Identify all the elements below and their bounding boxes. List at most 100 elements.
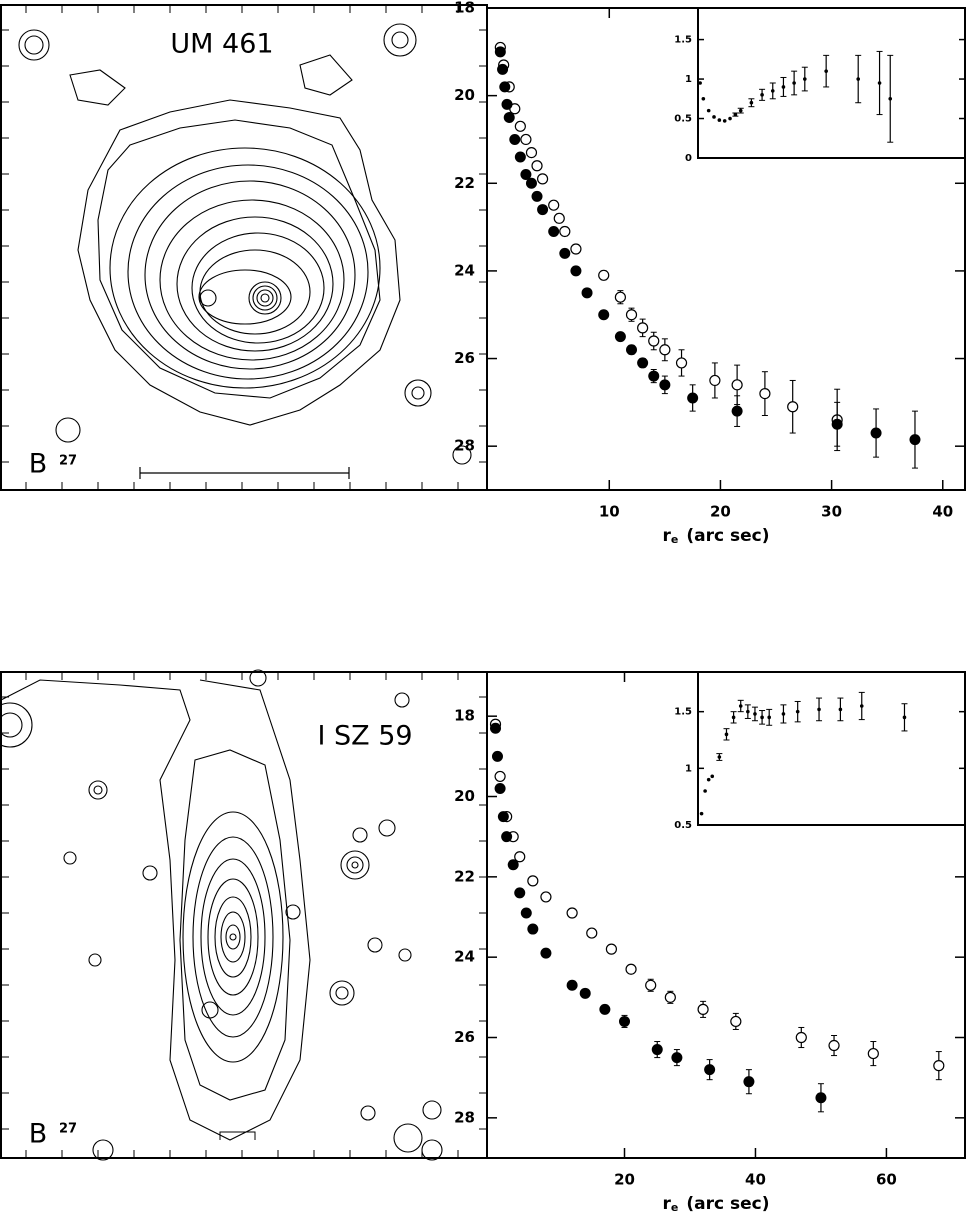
- point: [795, 709, 800, 714]
- point: [731, 379, 743, 391]
- point: [710, 774, 715, 779]
- image-frame: [0, 4, 488, 491]
- contour: [299, 54, 353, 96]
- point: [491, 750, 503, 762]
- point: [614, 291, 626, 303]
- point: [507, 859, 519, 871]
- contour: [201, 1001, 219, 1019]
- level-label: 27: [59, 454, 77, 469]
- contour: [159, 199, 345, 361]
- point: [867, 1047, 879, 1060]
- point: [856, 77, 860, 81]
- point: [619, 1015, 631, 1027]
- point: [520, 133, 532, 146]
- x-tick-label: 60: [876, 1171, 897, 1189]
- point: [548, 225, 560, 237]
- point: [746, 709, 750, 714]
- point: [671, 1052, 683, 1064]
- contour: [69, 69, 126, 106]
- point: [759, 388, 771, 400]
- point: [648, 335, 660, 347]
- point: [712, 115, 716, 119]
- y-tick-label: 22: [454, 867, 475, 885]
- y-tick-label: 0.5: [674, 114, 692, 125]
- point: [838, 707, 843, 712]
- contour: [176, 216, 334, 352]
- point: [787, 401, 799, 413]
- point: [753, 712, 757, 716]
- contour: [411, 386, 425, 400]
- point: [909, 434, 921, 446]
- y-tick-label: 18: [454, 707, 475, 725]
- point: [520, 169, 532, 181]
- point: [659, 379, 671, 391]
- contour: [352, 827, 368, 843]
- x-axis-label: re (arc sec): [663, 1194, 770, 1214]
- contour: [452, 445, 472, 465]
- contour: [335, 986, 349, 1000]
- y-tick-label: 26: [454, 1028, 475, 1046]
- point: [527, 923, 539, 935]
- point: [760, 93, 764, 97]
- point: [553, 212, 565, 224]
- contour: [329, 980, 355, 1006]
- point: [709, 374, 721, 387]
- point: [902, 715, 907, 720]
- point: [659, 344, 671, 356]
- contour: [214, 896, 252, 978]
- y-tick-label: 0.5: [674, 820, 692, 831]
- point: [803, 77, 807, 81]
- point: [724, 732, 729, 737]
- contour: [229, 933, 237, 941]
- point: [503, 112, 515, 124]
- point: [698, 81, 702, 85]
- point: [767, 715, 771, 720]
- point: [733, 112, 738, 117]
- point: [760, 715, 764, 720]
- contour: [144, 180, 356, 370]
- point: [770, 89, 775, 93]
- inset-chart: 0 0.5 1 1.5: [674, 7, 966, 164]
- point: [730, 1015, 742, 1028]
- contour: [0, 712, 23, 738]
- contour: [404, 379, 432, 407]
- x-tick-label: 40: [745, 1171, 766, 1189]
- point: [540, 947, 552, 959]
- contour: [127, 164, 369, 380]
- contour: [346, 856, 364, 874]
- contour: [142, 865, 158, 881]
- point: [514, 120, 526, 132]
- point: [781, 85, 786, 89]
- point: [537, 204, 549, 216]
- point: [520, 907, 532, 919]
- point: [581, 287, 593, 299]
- contour: [248, 281, 282, 315]
- point: [548, 199, 560, 211]
- point: [687, 392, 699, 404]
- point: [637, 322, 649, 334]
- contour: [394, 692, 410, 708]
- point: [570, 243, 582, 255]
- x-axis-label-subscript: e: [671, 1201, 678, 1214]
- y-tick-label: 22: [454, 174, 475, 192]
- scale-bar: [219, 1131, 256, 1140]
- contour: [77, 99, 401, 426]
- contour: [252, 285, 278, 311]
- point: [598, 269, 610, 281]
- x-axis-label: re (arc sec): [663, 526, 770, 546]
- point: [497, 63, 509, 75]
- contour: [93, 785, 103, 795]
- point: [738, 108, 743, 113]
- point: [859, 704, 864, 708]
- contour: [256, 289, 274, 307]
- contour: [63, 851, 77, 865]
- point: [499, 81, 511, 93]
- point: [817, 707, 821, 712]
- point: [525, 147, 538, 159]
- contour: [198, 269, 292, 325]
- point: [490, 722, 502, 734]
- point: [703, 789, 707, 793]
- point: [514, 887, 526, 899]
- point: [494, 770, 506, 783]
- point: [559, 225, 571, 238]
